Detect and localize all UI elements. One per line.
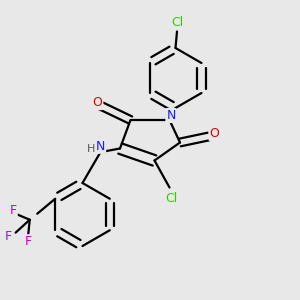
Text: F: F [25,235,32,248]
Text: F: F [5,230,12,243]
Text: F: F [10,204,17,217]
Text: N: N [166,109,176,122]
Text: Cl: Cl [171,16,183,29]
Text: N: N [96,140,105,153]
Text: O: O [93,96,102,109]
Text: O: O [210,127,219,140]
Text: H: H [87,143,96,154]
Text: Cl: Cl [165,191,177,205]
